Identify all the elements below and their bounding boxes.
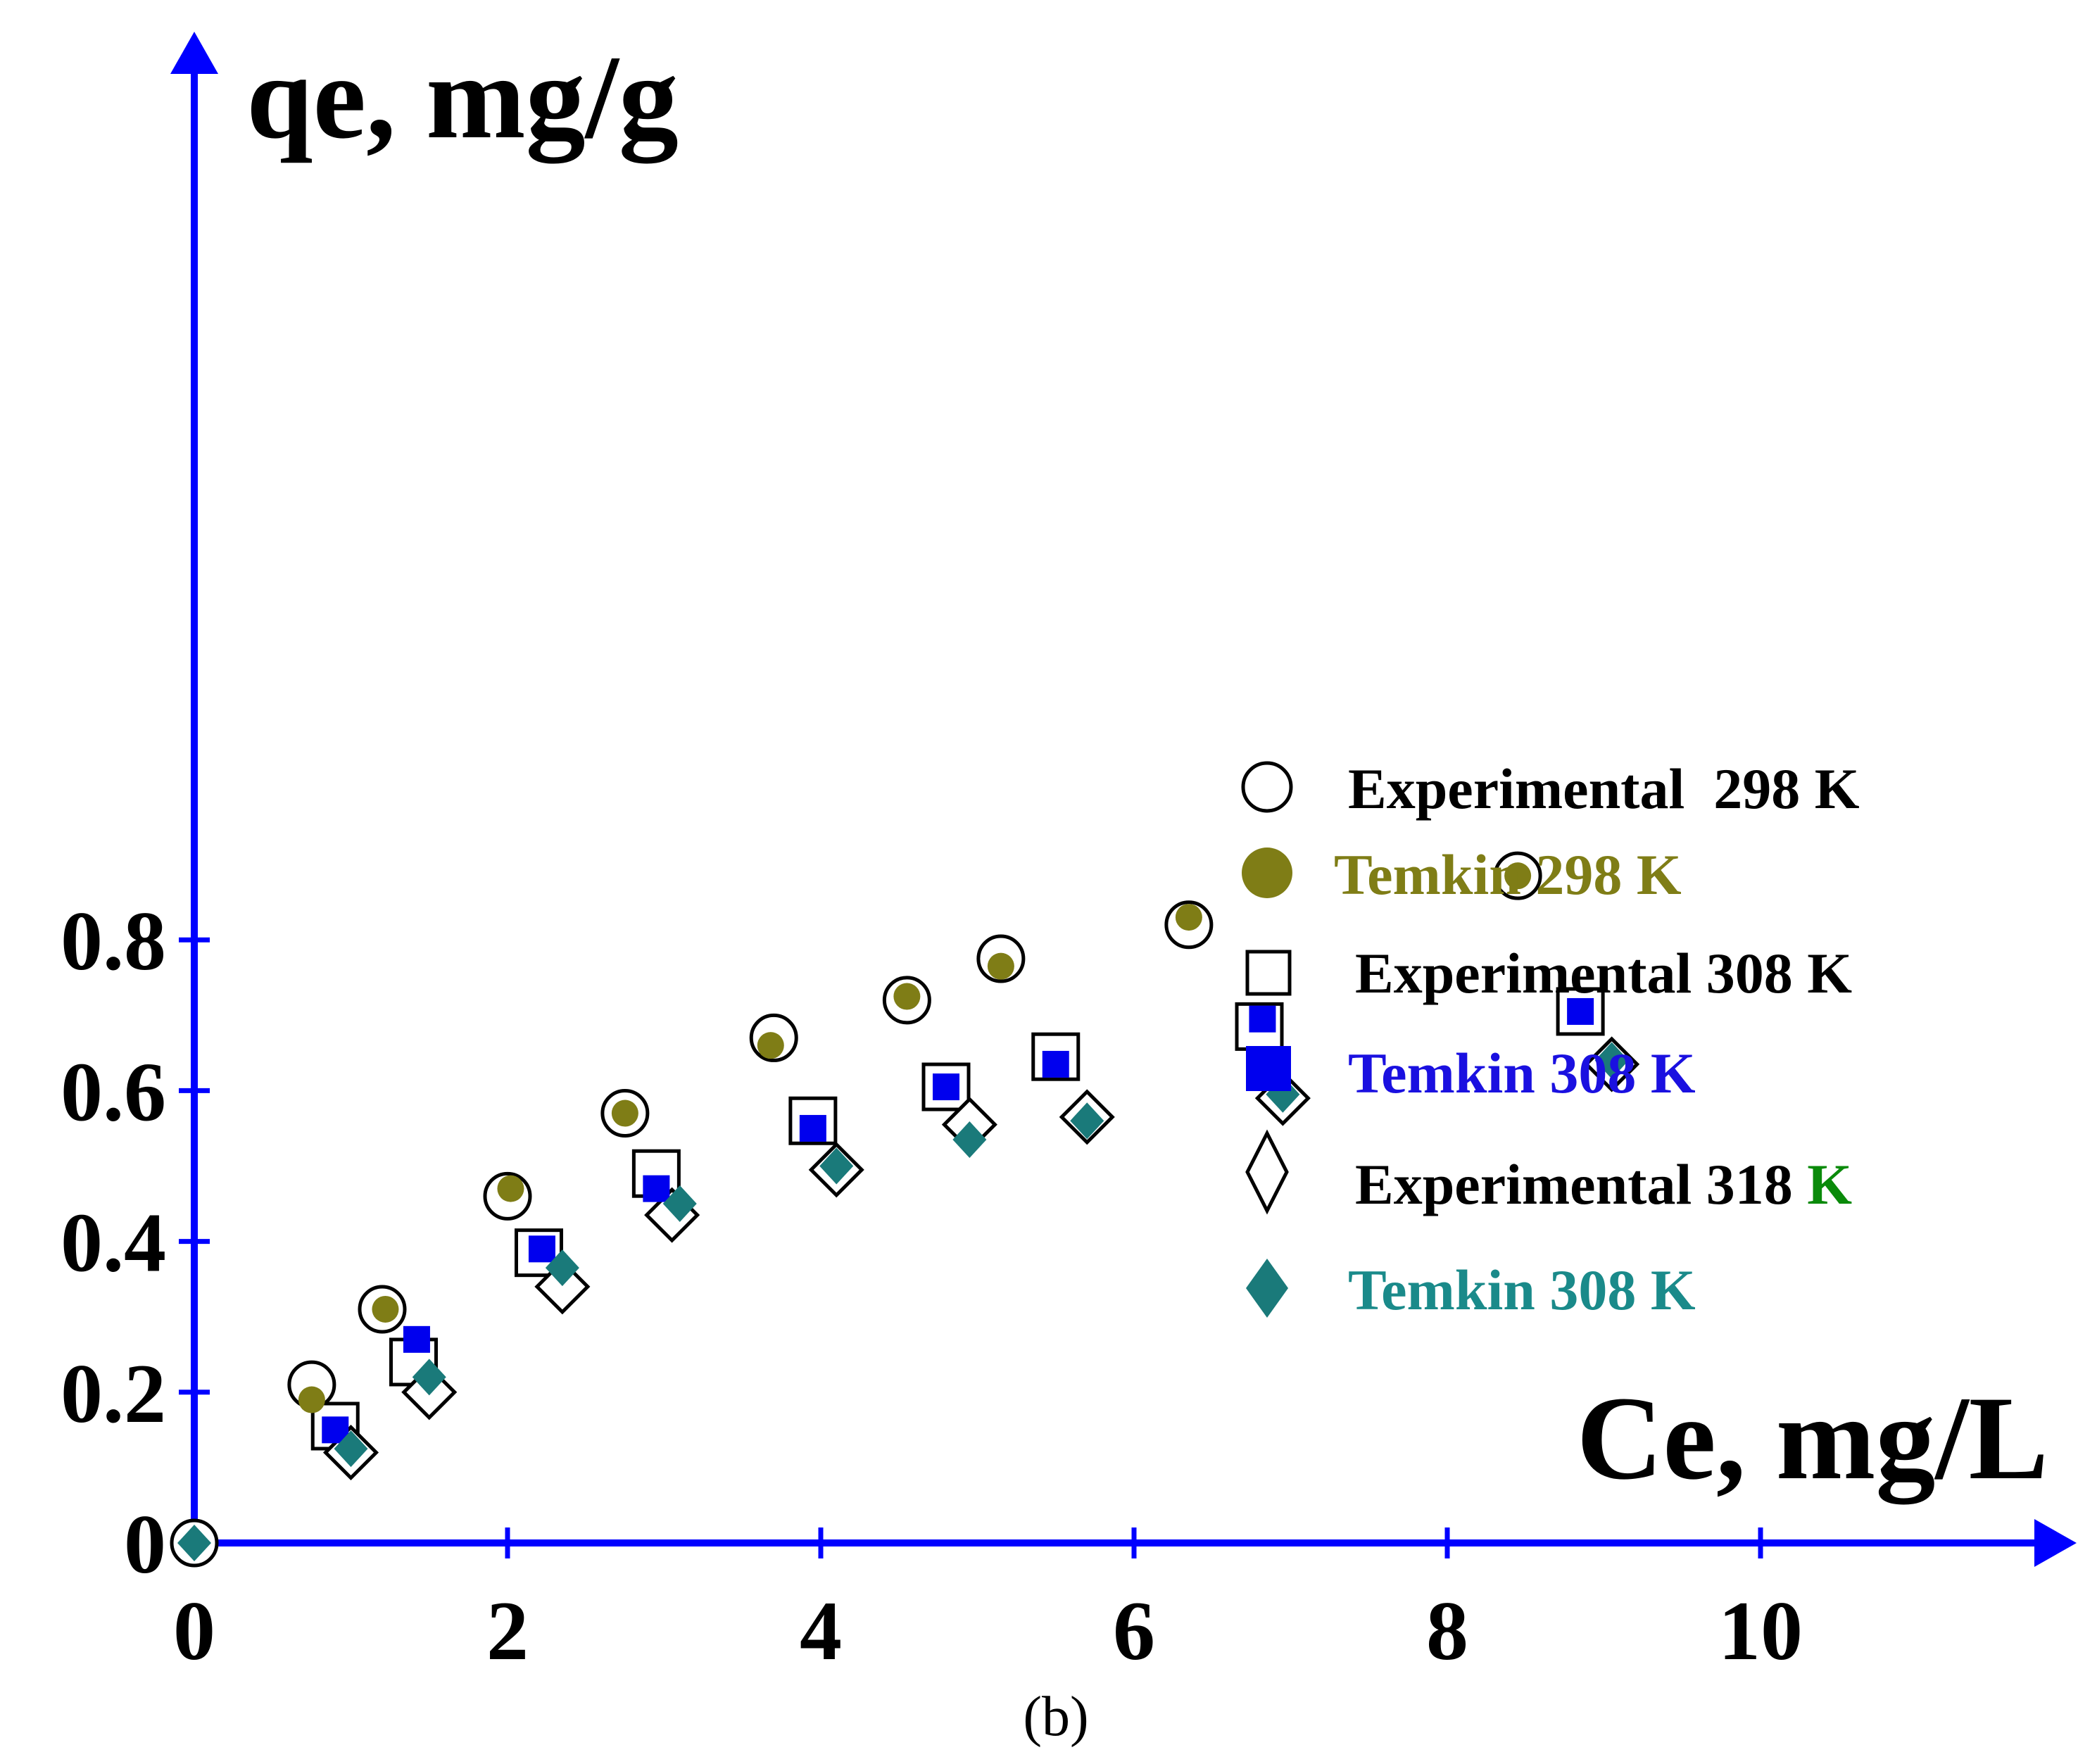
data-point-circle-filled (497, 1175, 524, 1202)
data-point-diamond-filled (412, 1359, 446, 1396)
y-tick-label: 0.4 (61, 1196, 166, 1290)
legend-label-experimental-318-suffix: K (1807, 1152, 1852, 1216)
data-point-square-open (1031, 1032, 1081, 1081)
data-point-diamond-filled (819, 1147, 854, 1185)
y-tick-label: 0 (124, 1497, 166, 1591)
legend-marker-square-filled (1246, 1046, 1291, 1091)
x-tick-label: 2 (486, 1584, 529, 1677)
legend-label-experimental-298: Experimental 298 K (1348, 757, 1860, 821)
data-point-circle-filled (987, 952, 1014, 980)
data-point-diamond-filled (177, 1525, 211, 1561)
data-point-diamond-open (534, 1259, 591, 1315)
data-point-circle-filled (611, 1100, 638, 1127)
data-point-circle-filled (893, 983, 921, 1010)
y-tick-label: 0.6 (61, 1045, 166, 1138)
legend-marker-square-open (1245, 950, 1292, 996)
data-point-circle-filled (1175, 904, 1202, 931)
x-axis-title: Ce, mg/L (1577, 1372, 2048, 1504)
axes (170, 32, 2077, 1567)
data-point-square-filled (643, 1175, 670, 1202)
x-tick-label: 4 (800, 1584, 842, 1677)
data-point-diamond-filled (334, 1430, 368, 1468)
data-point-square-filled (933, 1073, 959, 1101)
y-tick-label: 0.2 (61, 1347, 166, 1440)
legend-item-experimental-318: Experimental 318 K (1245, 1129, 1852, 1216)
y-tick-label: 0.8 (61, 894, 166, 988)
legend-marker-circle-open (1241, 761, 1293, 813)
legend-marker-diamond-filled (1246, 1259, 1288, 1318)
x-tick-label: 0 (173, 1584, 215, 1677)
x-axis-arrowhead (2034, 1519, 2077, 1567)
legend-item-temkin-298: Temkin 298 K (1242, 843, 1682, 907)
data-point-diamond-filled (1070, 1102, 1104, 1140)
legend-label-experimental-308: Experimental 308 K (1355, 941, 1852, 1005)
y-axis-arrowhead (170, 32, 218, 74)
legend-label-experimental-318: Experimental 318 K (1355, 1152, 1852, 1216)
legend-item-experimental-308: Experimental 308 K (1245, 941, 1852, 1005)
data-point-circle-filled (757, 1032, 784, 1059)
legend: Experimental 298 K Temkin 298 K Experime… (1241, 757, 1860, 1322)
data-point-circle-filled (1504, 862, 1532, 890)
legend-item-experimental-298: Experimental 298 K (1241, 757, 1860, 821)
legend-label-experimental-318-main: Experimental 318 (1355, 1152, 1807, 1216)
x-axis-ticks: 0 2 4 6 8 10 (173, 1527, 1803, 1677)
legend-marker-diamond-open (1245, 1129, 1289, 1215)
data-point-diamond-filled (952, 1121, 987, 1159)
data-points (170, 851, 1640, 1568)
data-point-diamond-filled (545, 1249, 579, 1287)
legend-item-temkin-308-second: Temkin 308 K (1246, 1258, 1696, 1322)
data-point-square-filled (1249, 1005, 1276, 1033)
data-point-circle-filled (298, 1386, 325, 1413)
data-point-diamond-filled (1594, 1042, 1629, 1079)
data-point-square-filled (528, 1235, 555, 1263)
legend-item-temkin-308: Temkin 308 K (1246, 1041, 1696, 1105)
x-tick-label: 8 (1426, 1584, 1468, 1677)
legend-marker-circle-filled (1242, 848, 1292, 898)
y-axis-title: qe, mg/g (246, 31, 679, 163)
data-point-square-filled (1042, 1050, 1069, 1078)
x-tick-label: 6 (1113, 1584, 1155, 1677)
legend-label-temkin-308: Temkin 308 K (1348, 1041, 1696, 1105)
figure-caption: (b) (1023, 1686, 1088, 1748)
data-point-square-filled (1567, 997, 1594, 1025)
legend-label-temkin-298: Temkin 298 K (1334, 843, 1682, 907)
x-tick-label: 10 (1718, 1584, 1803, 1677)
data-point-circle-filled (372, 1295, 399, 1323)
data-point-square-filled (799, 1114, 826, 1142)
data-point-diamond-filled (662, 1185, 697, 1223)
legend-label-temkin-308-second: Temkin 308 K (1348, 1258, 1696, 1322)
y-axis-ticks: 0 0.2 0.4 0.6 0.8 (61, 894, 210, 1591)
data-point-square-filled (403, 1325, 430, 1353)
